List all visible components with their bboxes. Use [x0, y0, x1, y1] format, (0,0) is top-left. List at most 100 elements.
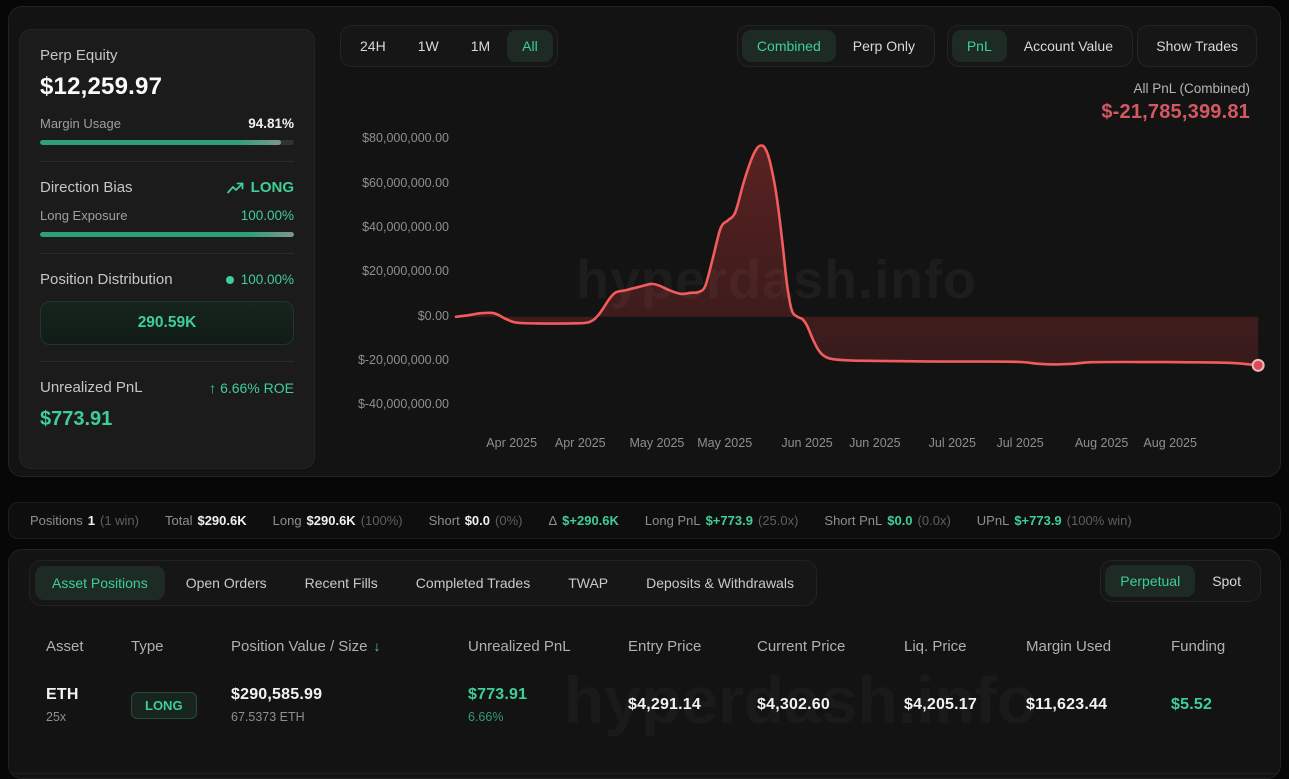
x-tick-label: Aug 2025: [1074, 436, 1129, 450]
column-header-liq-price[interactable]: Liq. Price: [904, 638, 967, 655]
metric-pnl[interactable]: PnL: [951, 30, 1007, 62]
x-tick-label: Jul 2025: [928, 436, 976, 450]
tab-recent-fills[interactable]: Recent Fills: [288, 566, 395, 600]
y-tick-label: $-40,000,000.00: [357, 397, 449, 412]
column-header-unrealized-pnl[interactable]: Unrealized PnL: [468, 638, 571, 655]
position-distribution-label: Position Distribution: [40, 271, 173, 288]
position-distribution-pct: 100.00%: [225, 272, 294, 287]
portfolio-overview-card: Perp Equity $12,259.97 Margin Usage 94.8…: [8, 6, 1281, 477]
range-24h[interactable]: 24H: [345, 30, 401, 62]
table-row[interactable]: ETH 25x LONG $290,585.99 67.5373 ETH $773.91 6…: [9, 686, 1280, 724]
cell-current-price: $4,302.60: [757, 696, 830, 713]
y-tick-label: $60,000,000.00: [362, 175, 449, 190]
range-all[interactable]: All: [507, 30, 553, 62]
x-tick-label: Jun 2025: [781, 436, 833, 450]
market-toggle: Perpetual Spot: [1100, 560, 1261, 602]
cell-entry-price: $4,291.14: [628, 696, 701, 713]
unrealized-pnl-label: Unrealized PnL: [40, 379, 143, 396]
metric-selector: PnL Account Value: [946, 25, 1133, 67]
column-header-funding[interactable]: Funding: [1171, 638, 1226, 655]
x-tick-label: May 2025: [629, 436, 685, 450]
x-tick-label: Aug 2025: [1143, 436, 1197, 450]
summary-item-upnl: UPnL $+773.9 (100% win): [976, 513, 1132, 528]
perp-equity-value: $12,259.97: [40, 73, 163, 100]
summary-item-positions: Positions 1 (1 win): [30, 513, 139, 528]
last-point-marker: [1251, 358, 1265, 372]
scope-combined[interactable]: Combined: [741, 30, 836, 62]
summary-item-total: Total $290.6K: [165, 513, 247, 528]
direction-bias-section: Direction Bias LONG Long Exposure 100.00…: [40, 162, 294, 254]
metric-account-value[interactable]: Account Value: [1009, 30, 1128, 62]
scope-perp-only[interactable]: Perp Only: [838, 30, 930, 62]
summary-item-: Δ $+290.6K: [548, 513, 619, 528]
positions-summary-bar: Positions 1 (1 win) Total $290.6K Long $290.6K…: [8, 502, 1281, 539]
y-tick-label: $20,000,000.00: [362, 264, 449, 279]
margin-usage-progress: [40, 140, 294, 145]
long-exposure-label: Long Exposure: [40, 208, 128, 223]
cell-funding: $5.52: [1171, 696, 1213, 713]
position-distribution-section: Position Distribution 100.00% 290.59K: [40, 254, 294, 362]
cell-asset: ETH 25x: [46, 686, 79, 724]
cell-unrealized-pnl: $773.91 6.66%: [468, 686, 528, 724]
cell-liq-price: $4,205.17: [904, 696, 977, 713]
y-tick-label: $40,000,000.00: [362, 220, 449, 235]
tab-deposits-withdrawals[interactable]: Deposits & Withdrawals: [629, 566, 811, 600]
tab-open-orders[interactable]: Open Orders: [169, 566, 284, 600]
all-pnl-value: $-21,785,399.81: [1101, 101, 1250, 123]
long-exposure-value: 100.00%: [240, 208, 294, 223]
perp-equity-label: Perp Equity: [40, 47, 118, 64]
chart-header: All PnL (Combined) $-21,785,399.81: [1101, 81, 1250, 124]
chart-title: All PnL (Combined): [1133, 81, 1250, 96]
positions-tabs: Asset Positions Open Orders Recent Fills Co…: [29, 560, 817, 606]
tab-twap[interactable]: TWAP: [551, 566, 625, 600]
tab-completed-trades[interactable]: Completed Trades: [399, 566, 547, 600]
market-spot[interactable]: Spot: [1197, 565, 1256, 597]
arrow-up-icon: ↑: [209, 379, 217, 396]
column-header-entry-price[interactable]: Entry Price: [628, 638, 702, 655]
cell-position-value: $290,585.99 67.5373 ETH: [231, 686, 323, 724]
time-range-selector: 24H 1W 1M All: [340, 25, 558, 67]
position-distribution-pill[interactable]: 290.59K: [40, 301, 294, 345]
unrealized-pnl-section: Unrealized PnL ↑ 6.66% ROE $773.91: [40, 362, 294, 447]
y-tick-label: $0.00: [417, 308, 449, 323]
green-dot-icon: [225, 276, 234, 284]
long-exposure-progress: [40, 232, 294, 237]
column-header-type[interactable]: Type: [131, 638, 164, 655]
summary-item-long-pnl: Long PnL $+773.9 (25.0x): [644, 513, 799, 528]
show-trades-button[interactable]: Show Trades: [1137, 25, 1257, 67]
market-perpetual[interactable]: Perpetual: [1105, 565, 1196, 597]
x-tick-label: Apr 2025: [554, 436, 606, 450]
divider: [9, 773, 1280, 774]
direction-bias-value: LONG: [226, 179, 294, 196]
scope-selector: Combined Perp Only: [736, 25, 935, 67]
direction-bias-label: Direction Bias: [40, 179, 133, 196]
trending-up-icon: [226, 182, 244, 193]
x-tick-label: Jun 2025: [849, 436, 901, 450]
column-header-current-price[interactable]: Current Price: [757, 638, 846, 655]
x-tick-label: Jul 2025: [996, 436, 1044, 450]
x-tick-label: May 2025: [697, 436, 753, 450]
margin-usage-value: 94.81%: [248, 116, 294, 131]
y-tick-label: $-20,000,000.00: [357, 353, 449, 368]
summary-item-short-pnl: Short PnL $0.0 (0.0x): [824, 513, 951, 528]
margin-usage-label: Margin Usage: [40, 116, 121, 131]
summary-item-short: Short $0.0 (0%): [428, 513, 523, 528]
roe-value: ↑ 6.66% ROE: [209, 379, 294, 396]
column-header-asset[interactable]: Asset: [46, 638, 84, 655]
column-header-position-value-size[interactable]: Position Value / Size ↓: [231, 638, 381, 655]
range-1m[interactable]: 1M: [456, 30, 505, 62]
tab-asset-positions[interactable]: Asset Positions: [35, 566, 165, 600]
x-tick-label: Apr 2025: [486, 436, 538, 450]
unrealized-pnl-value: $773.91: [40, 408, 113, 430]
cell-type: LONG: [131, 691, 231, 719]
account-stats-panel: Perp Equity $12,259.97 Margin Usage 94.8…: [19, 29, 315, 469]
range-1w[interactable]: 1W: [403, 30, 454, 62]
pnl-area-series: [454, 144, 1265, 372]
positions-table-header: Asset Type Position Value / Size ↓ Unrealize…: [9, 638, 1280, 655]
pnl-chart: hyperdash.info $80,000,000.00$60,000,000…: [331, 121, 1276, 461]
long-badge: LONG: [131, 691, 197, 719]
column-header-margin-used[interactable]: Margin Used: [1026, 638, 1112, 655]
cell-margin-used: $11,623.44: [1026, 696, 1108, 713]
y-tick-label: $80,000,000.00: [362, 131, 449, 146]
